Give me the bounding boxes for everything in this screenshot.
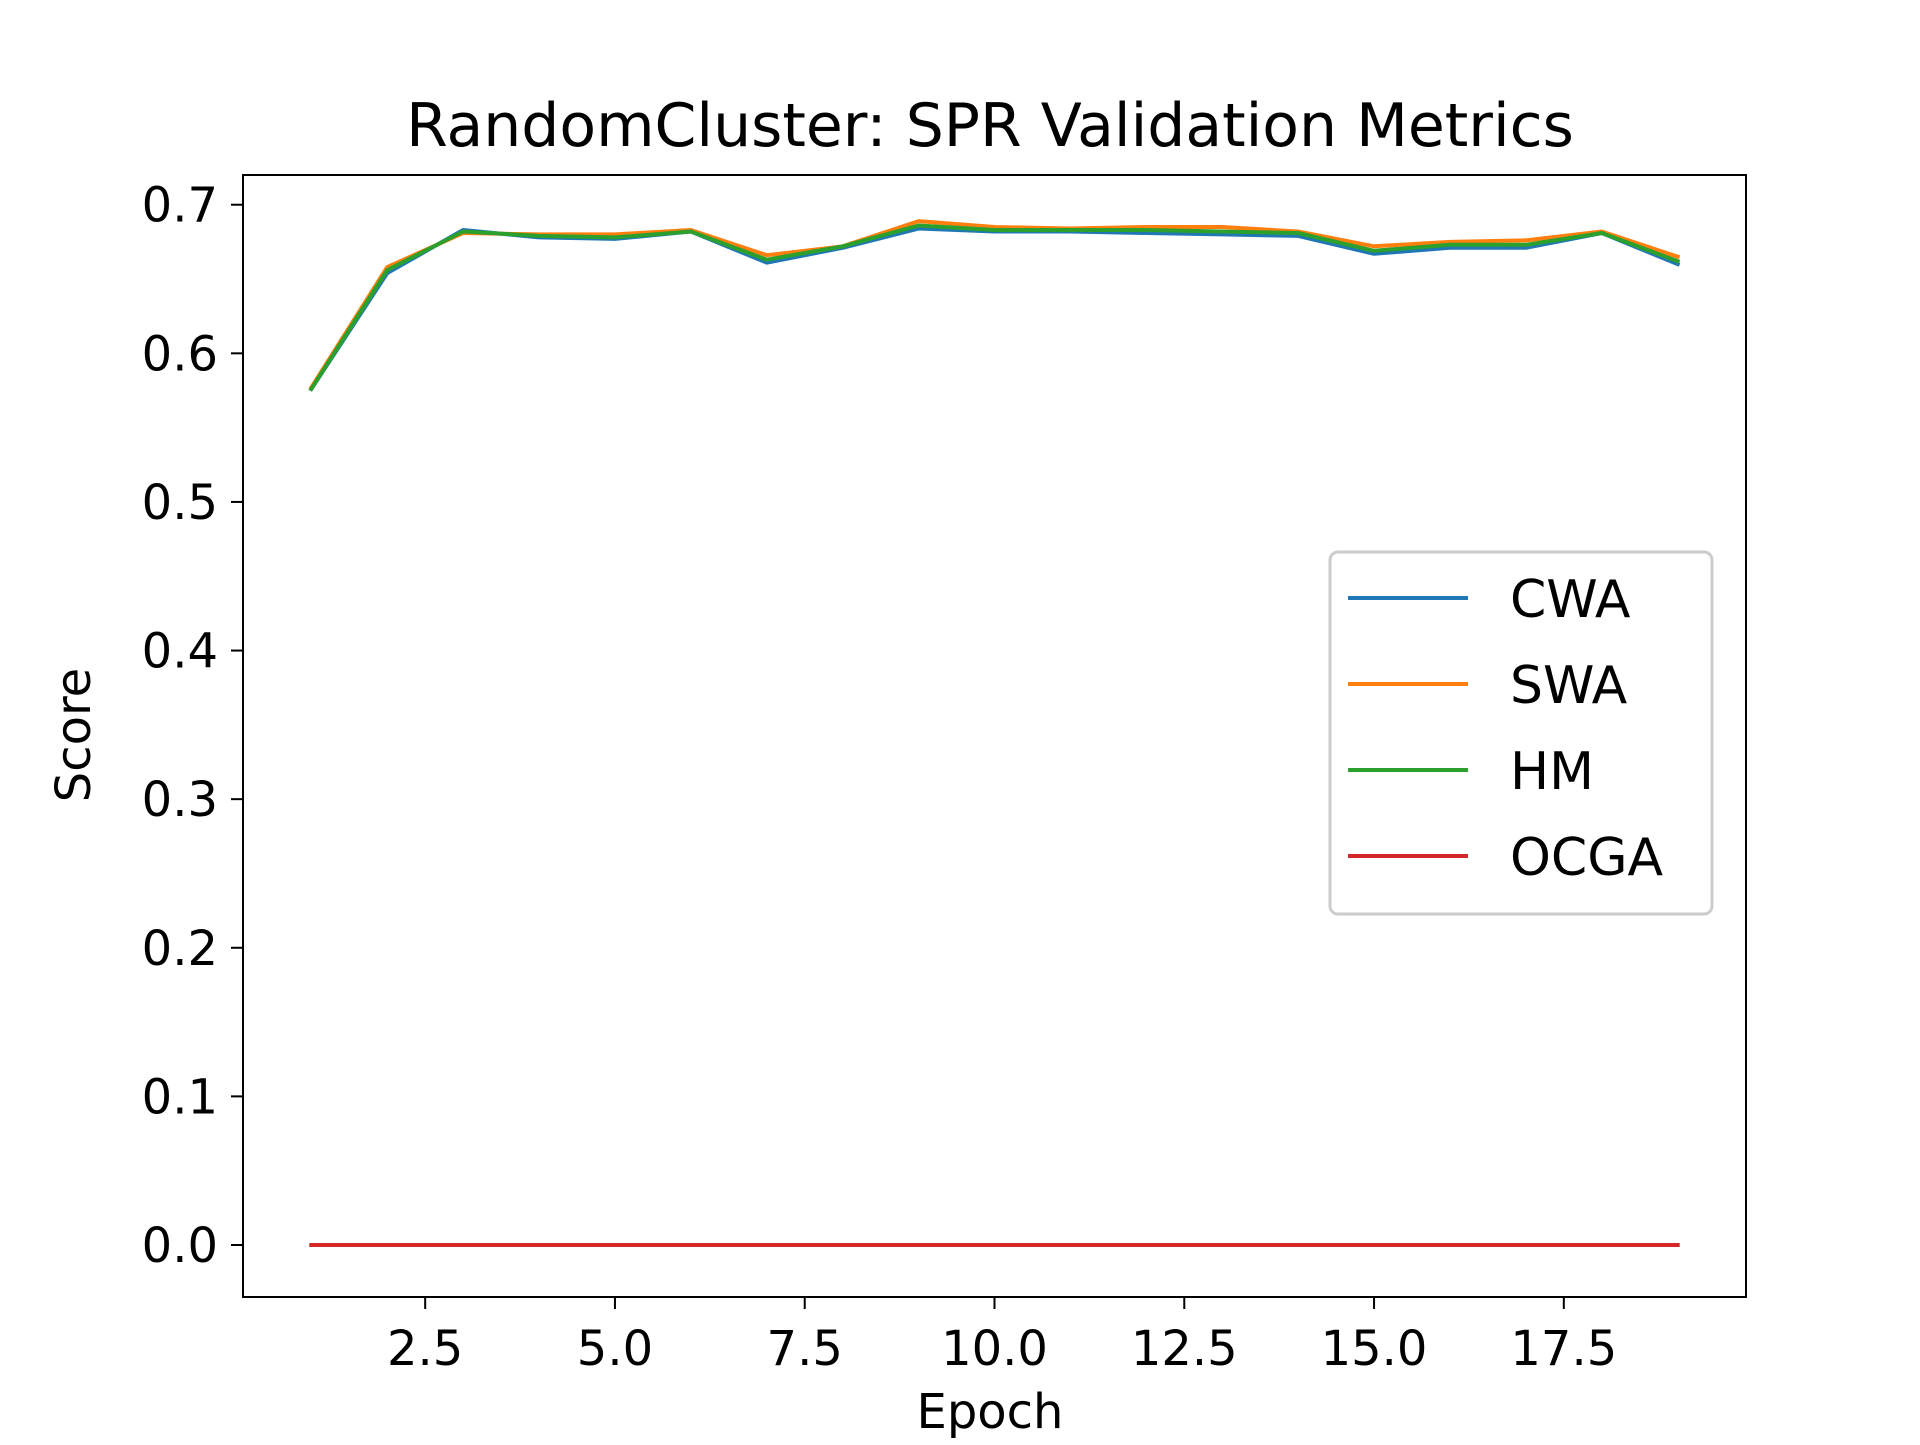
y-axis-label: Score	[46, 668, 102, 802]
chart-title: RandomCluster: SPR Validation Metrics	[406, 91, 1574, 161]
y-tick-label: 0.4	[142, 624, 218, 680]
y-tick-label: 0.3	[142, 772, 218, 828]
y-tick-label: 0.5	[142, 475, 218, 531]
legend-label-cwa: CWA	[1510, 570, 1631, 630]
y-tick-label: 0.6	[142, 326, 218, 382]
legend-label-ocga: OCGA	[1510, 828, 1664, 888]
x-tick-label: 2.5	[387, 1321, 463, 1377]
y-tick-label: 0.2	[142, 921, 218, 977]
x-tick-label: 10.0	[941, 1321, 1048, 1377]
legend-label-hm: HM	[1510, 742, 1594, 802]
x-tick-label: 17.5	[1510, 1321, 1617, 1377]
x-tick-label: 7.5	[767, 1321, 843, 1377]
y-tick-label: 0.1	[142, 1069, 218, 1125]
x-tick-label: 5.0	[577, 1321, 653, 1377]
legend-label-swa: SWA	[1510, 656, 1628, 716]
y-tick-label: 0.0	[142, 1218, 218, 1274]
x-tick-label: 12.5	[1131, 1321, 1238, 1377]
legend: CWA SWA HM OCGA	[1330, 552, 1712, 914]
y-tick-label: 0.7	[142, 178, 218, 234]
x-tick-label: 15.0	[1321, 1321, 1428, 1377]
x-axis-label: Epoch	[917, 1384, 1064, 1440]
